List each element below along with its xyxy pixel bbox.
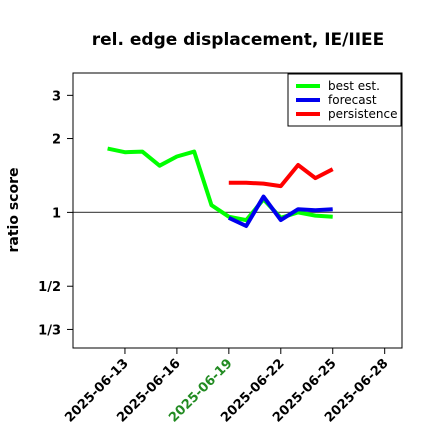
y-axis-label: ratio score	[6, 168, 22, 253]
y-tick-label: 1/3	[38, 323, 61, 338]
y-tick-label: 1	[52, 206, 61, 221]
y-tick-label: 2	[52, 133, 61, 148]
legend-label: persistence	[328, 107, 397, 121]
plot-frame	[72, 72, 403, 349]
y-tick-label: 3	[52, 89, 61, 104]
chart-title: rel. edge displacement, IE/IIEE	[92, 30, 385, 50]
series-line-persistence	[228, 163, 334, 189]
legend-label: forecast	[328, 93, 377, 107]
legend-label: best est.	[328, 79, 380, 93]
y-tick-label: 1/2	[38, 280, 61, 295]
